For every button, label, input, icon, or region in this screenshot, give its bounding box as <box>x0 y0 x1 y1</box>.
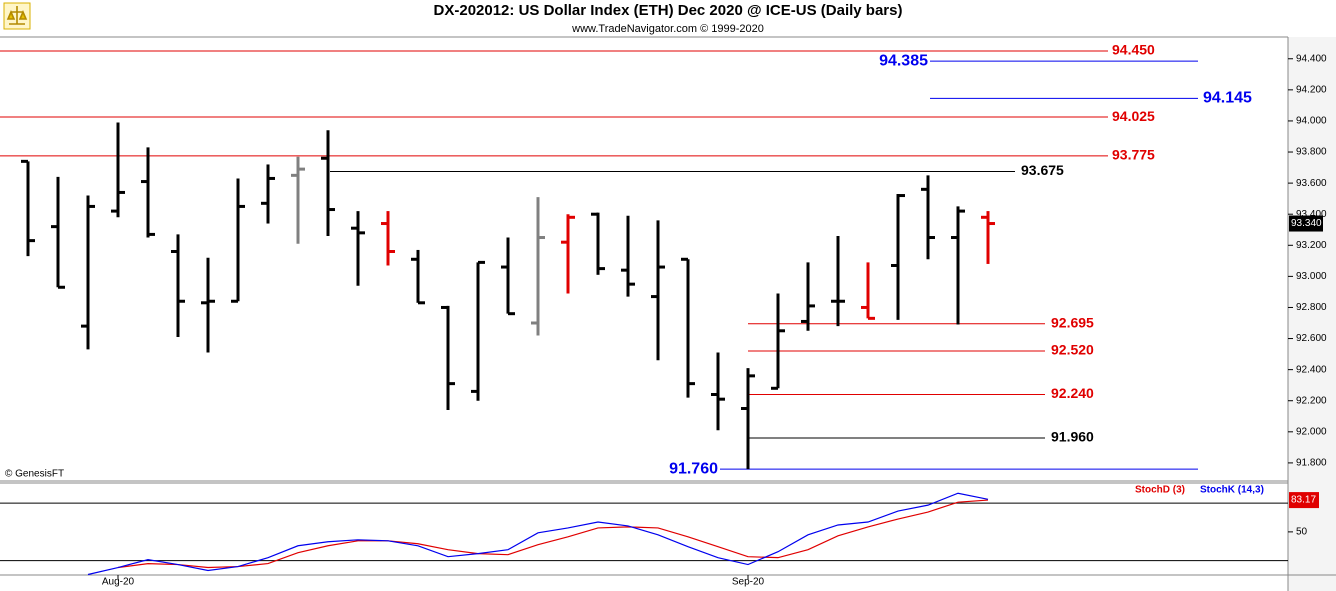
level-label: 94.145 <box>1203 90 1252 107</box>
level-label: 93.775 <box>1112 147 1155 163</box>
legend-label: StochD (3) <box>1135 485 1185 496</box>
y-tick-label: 93.400 <box>1296 209 1327 220</box>
last-price-label: 93.340 <box>1291 218 1322 229</box>
y-tick-label: 93.000 <box>1296 271 1327 282</box>
last-price-box <box>1289 215 1323 232</box>
y-tick-label: 92.800 <box>1296 302 1327 313</box>
level-label: 92.695 <box>1051 314 1094 330</box>
y-tick-label: 92.000 <box>1296 426 1327 437</box>
level-label: 94.385 <box>879 52 928 69</box>
level-label: 93.675 <box>1021 162 1064 178</box>
y-tick-label: 92.200 <box>1296 395 1327 406</box>
level-label: 92.240 <box>1051 385 1094 401</box>
logo <box>3 2 31 30</box>
level-label: 94.450 <box>1112 42 1155 58</box>
legend-label: StochK (14,3) <box>1200 485 1264 496</box>
title: DX-202012: US Dollar Index (ETH) Dec 202… <box>434 2 903 19</box>
level-label: 94.025 <box>1112 108 1155 124</box>
y-tick-label: 93.800 <box>1296 147 1327 158</box>
stoch-line <box>87 492 989 576</box>
stoch-line <box>117 499 989 569</box>
y-tick-label: 93.600 <box>1296 178 1327 189</box>
y-tick-label: 91.800 <box>1296 458 1327 469</box>
level-label: 91.960 <box>1051 429 1094 445</box>
y-tick-label: 94.200 <box>1296 84 1327 95</box>
x-tick-label: Aug-20 <box>102 577 135 588</box>
last-value-label: 83.17 <box>1291 495 1316 506</box>
y-tick-label: 94.000 <box>1296 116 1327 127</box>
last-value-box <box>1289 492 1319 509</box>
y-tick-label: 92.600 <box>1296 333 1327 344</box>
level-label: 91.760 <box>669 460 718 477</box>
watermark: © GenesisFT <box>5 469 64 480</box>
y-tick-label: 94.400 <box>1296 53 1327 64</box>
x-tick-label: Sep-20 <box>732 577 765 588</box>
level-label: 92.520 <box>1051 342 1094 358</box>
y-tick-label: 92.400 <box>1296 364 1327 375</box>
y-tick-label: 50 <box>1296 527 1308 538</box>
y-tick-label: 93.200 <box>1296 240 1327 251</box>
subtitle: www.TradeNavigator.com © 1999-2020 <box>571 23 764 35</box>
